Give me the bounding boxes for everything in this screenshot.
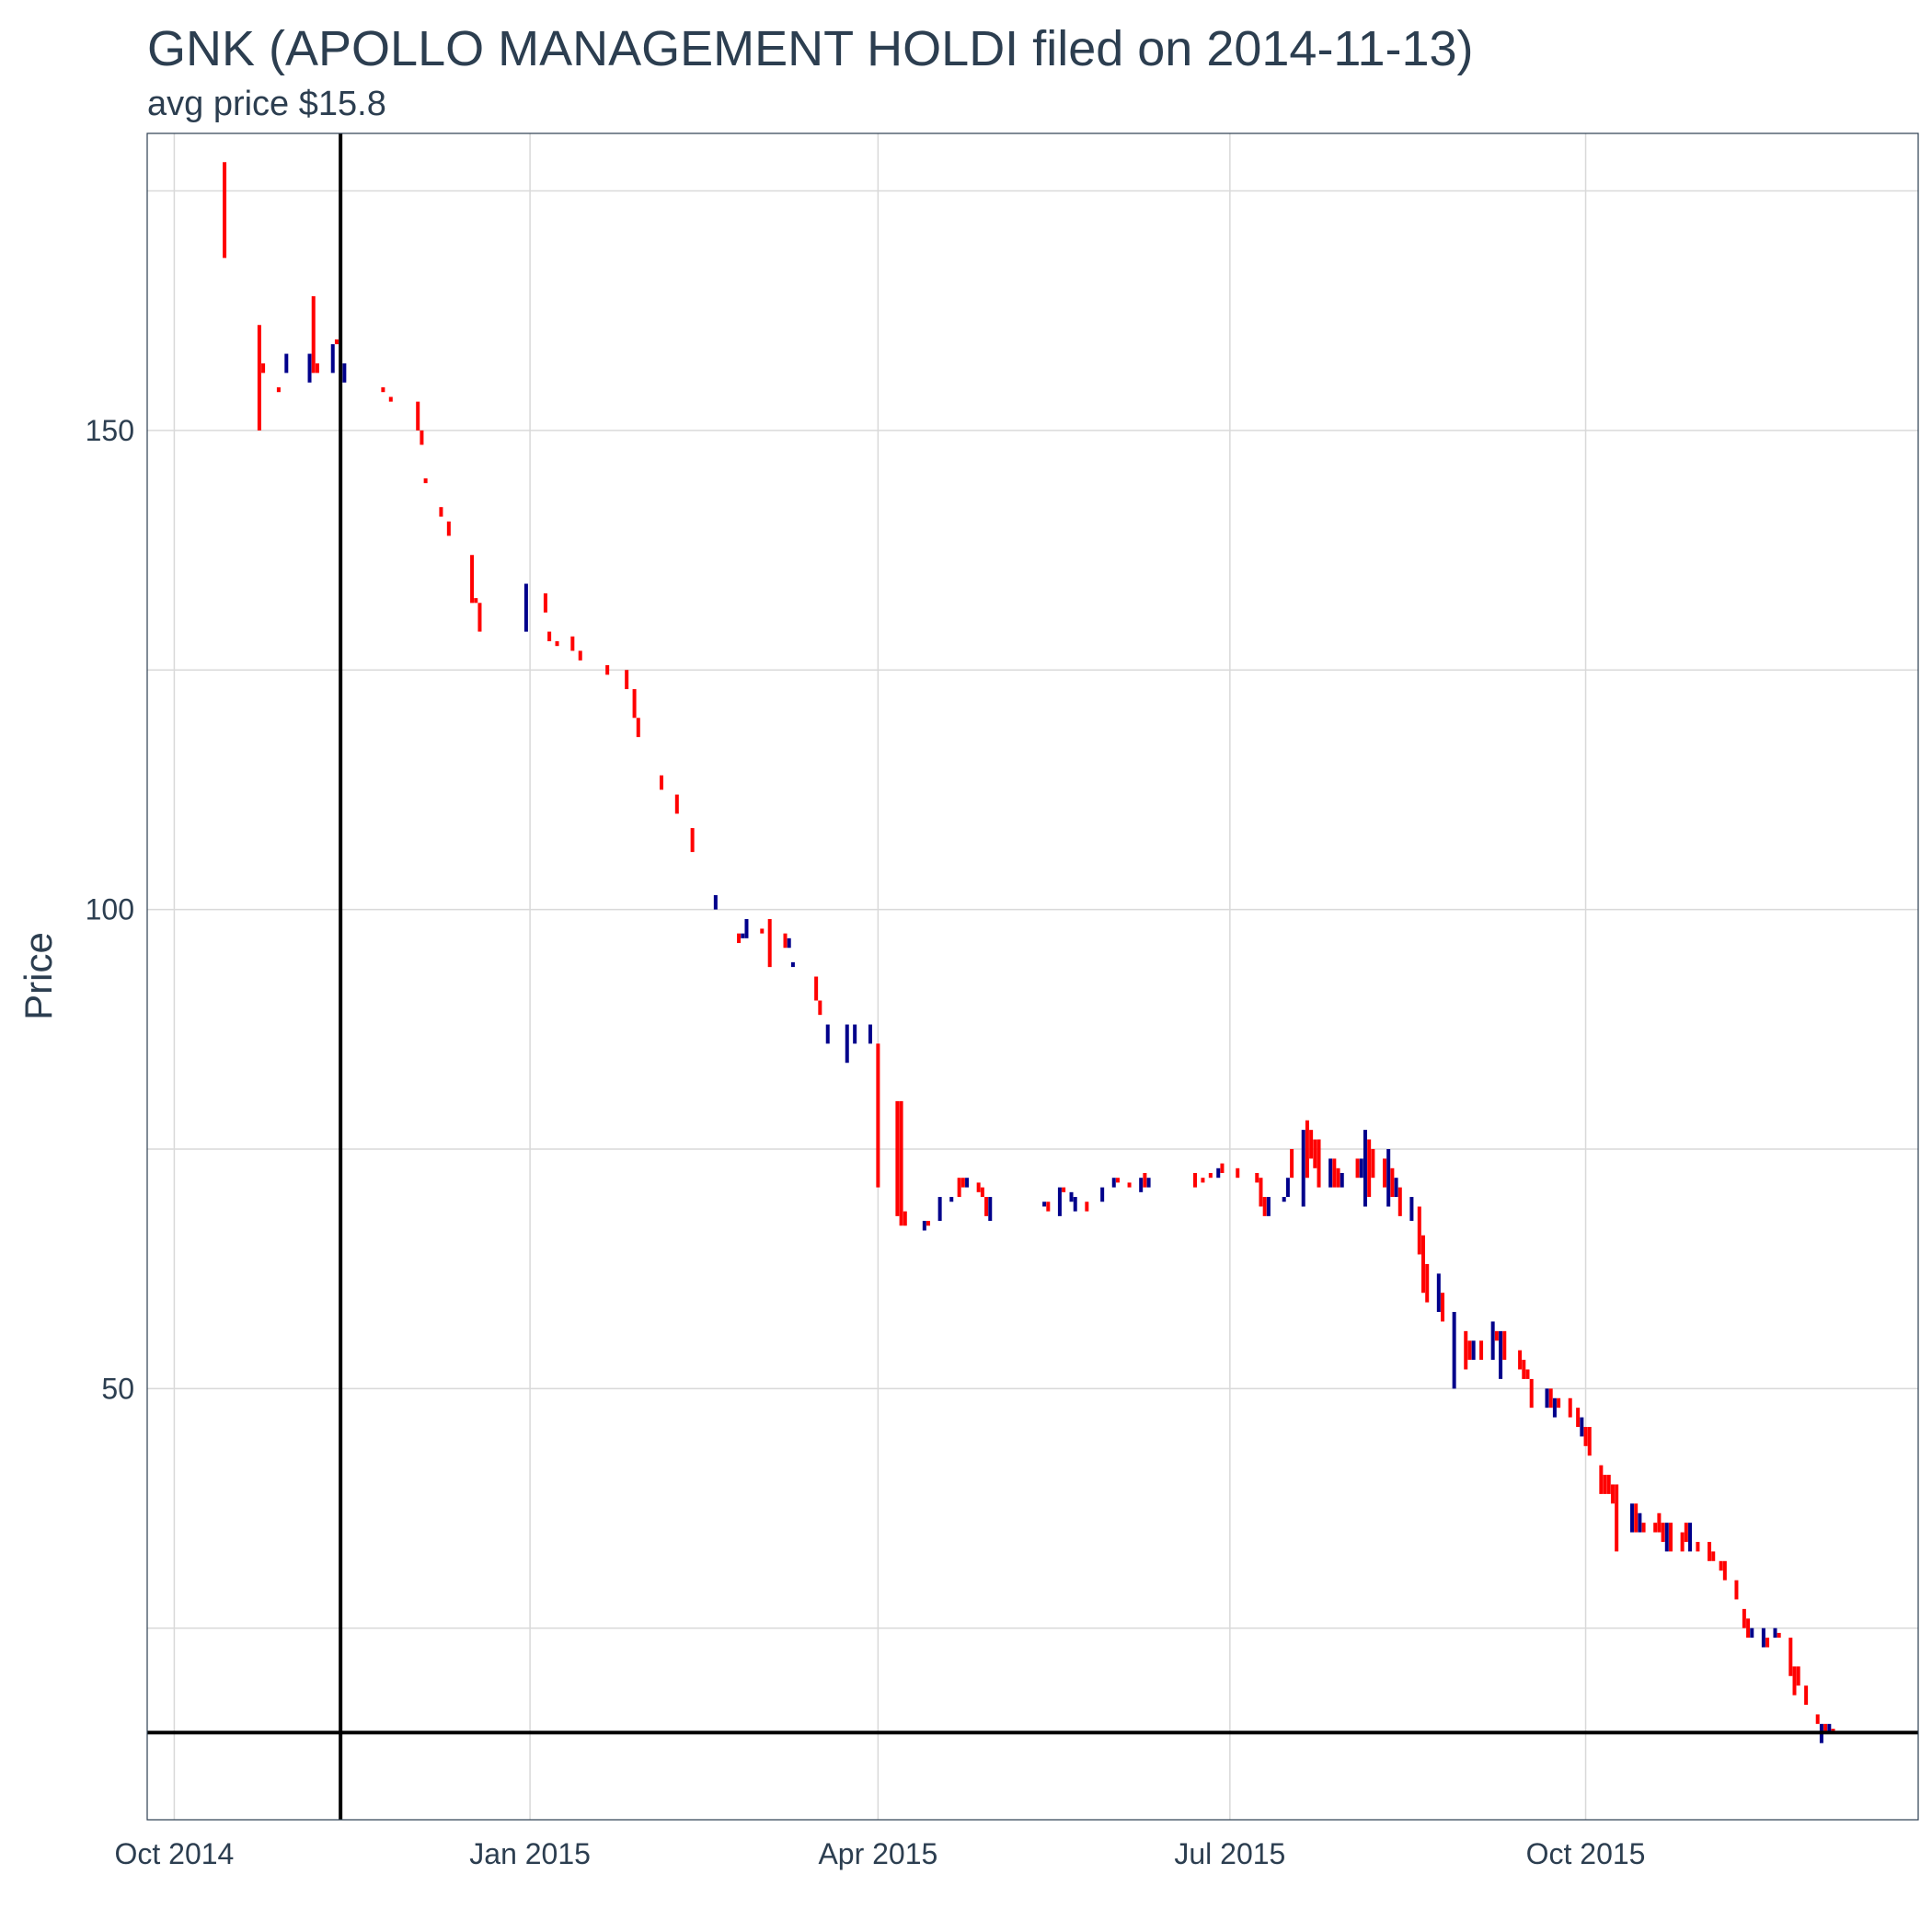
x-tick-label: Jul 2015: [1174, 1837, 1285, 1870]
reference-lines: [147, 133, 1918, 1820]
x-tick-label: Apr 2015: [818, 1837, 937, 1870]
x-tick-label: Jan 2015: [469, 1837, 591, 1870]
chart-subtitle: avg price $15.8: [147, 85, 386, 123]
axis-ticks: Oct 2014 Jan 2015 Apr 2015 Jul 2015 Oct 2015…: [86, 414, 1646, 1870]
plot-panel: [147, 133, 1918, 1820]
x-tick-label: Oct 2014: [114, 1837, 234, 1870]
y-tick-label: 150: [86, 414, 134, 447]
grid-lines: [147, 133, 1918, 1820]
plot-border: [146, 132, 1919, 1821]
y-axis-title: Price: [17, 932, 60, 1020]
chart-title: GNK (APOLLO MANAGEMENT HOLDI filed on 20…: [147, 21, 1474, 76]
ohlc-bars: [223, 162, 1835, 1743]
x-tick-label: Oct 2015: [1526, 1837, 1646, 1870]
y-tick-label: 50: [101, 1372, 134, 1405]
y-tick-label: 100: [86, 893, 134, 926]
